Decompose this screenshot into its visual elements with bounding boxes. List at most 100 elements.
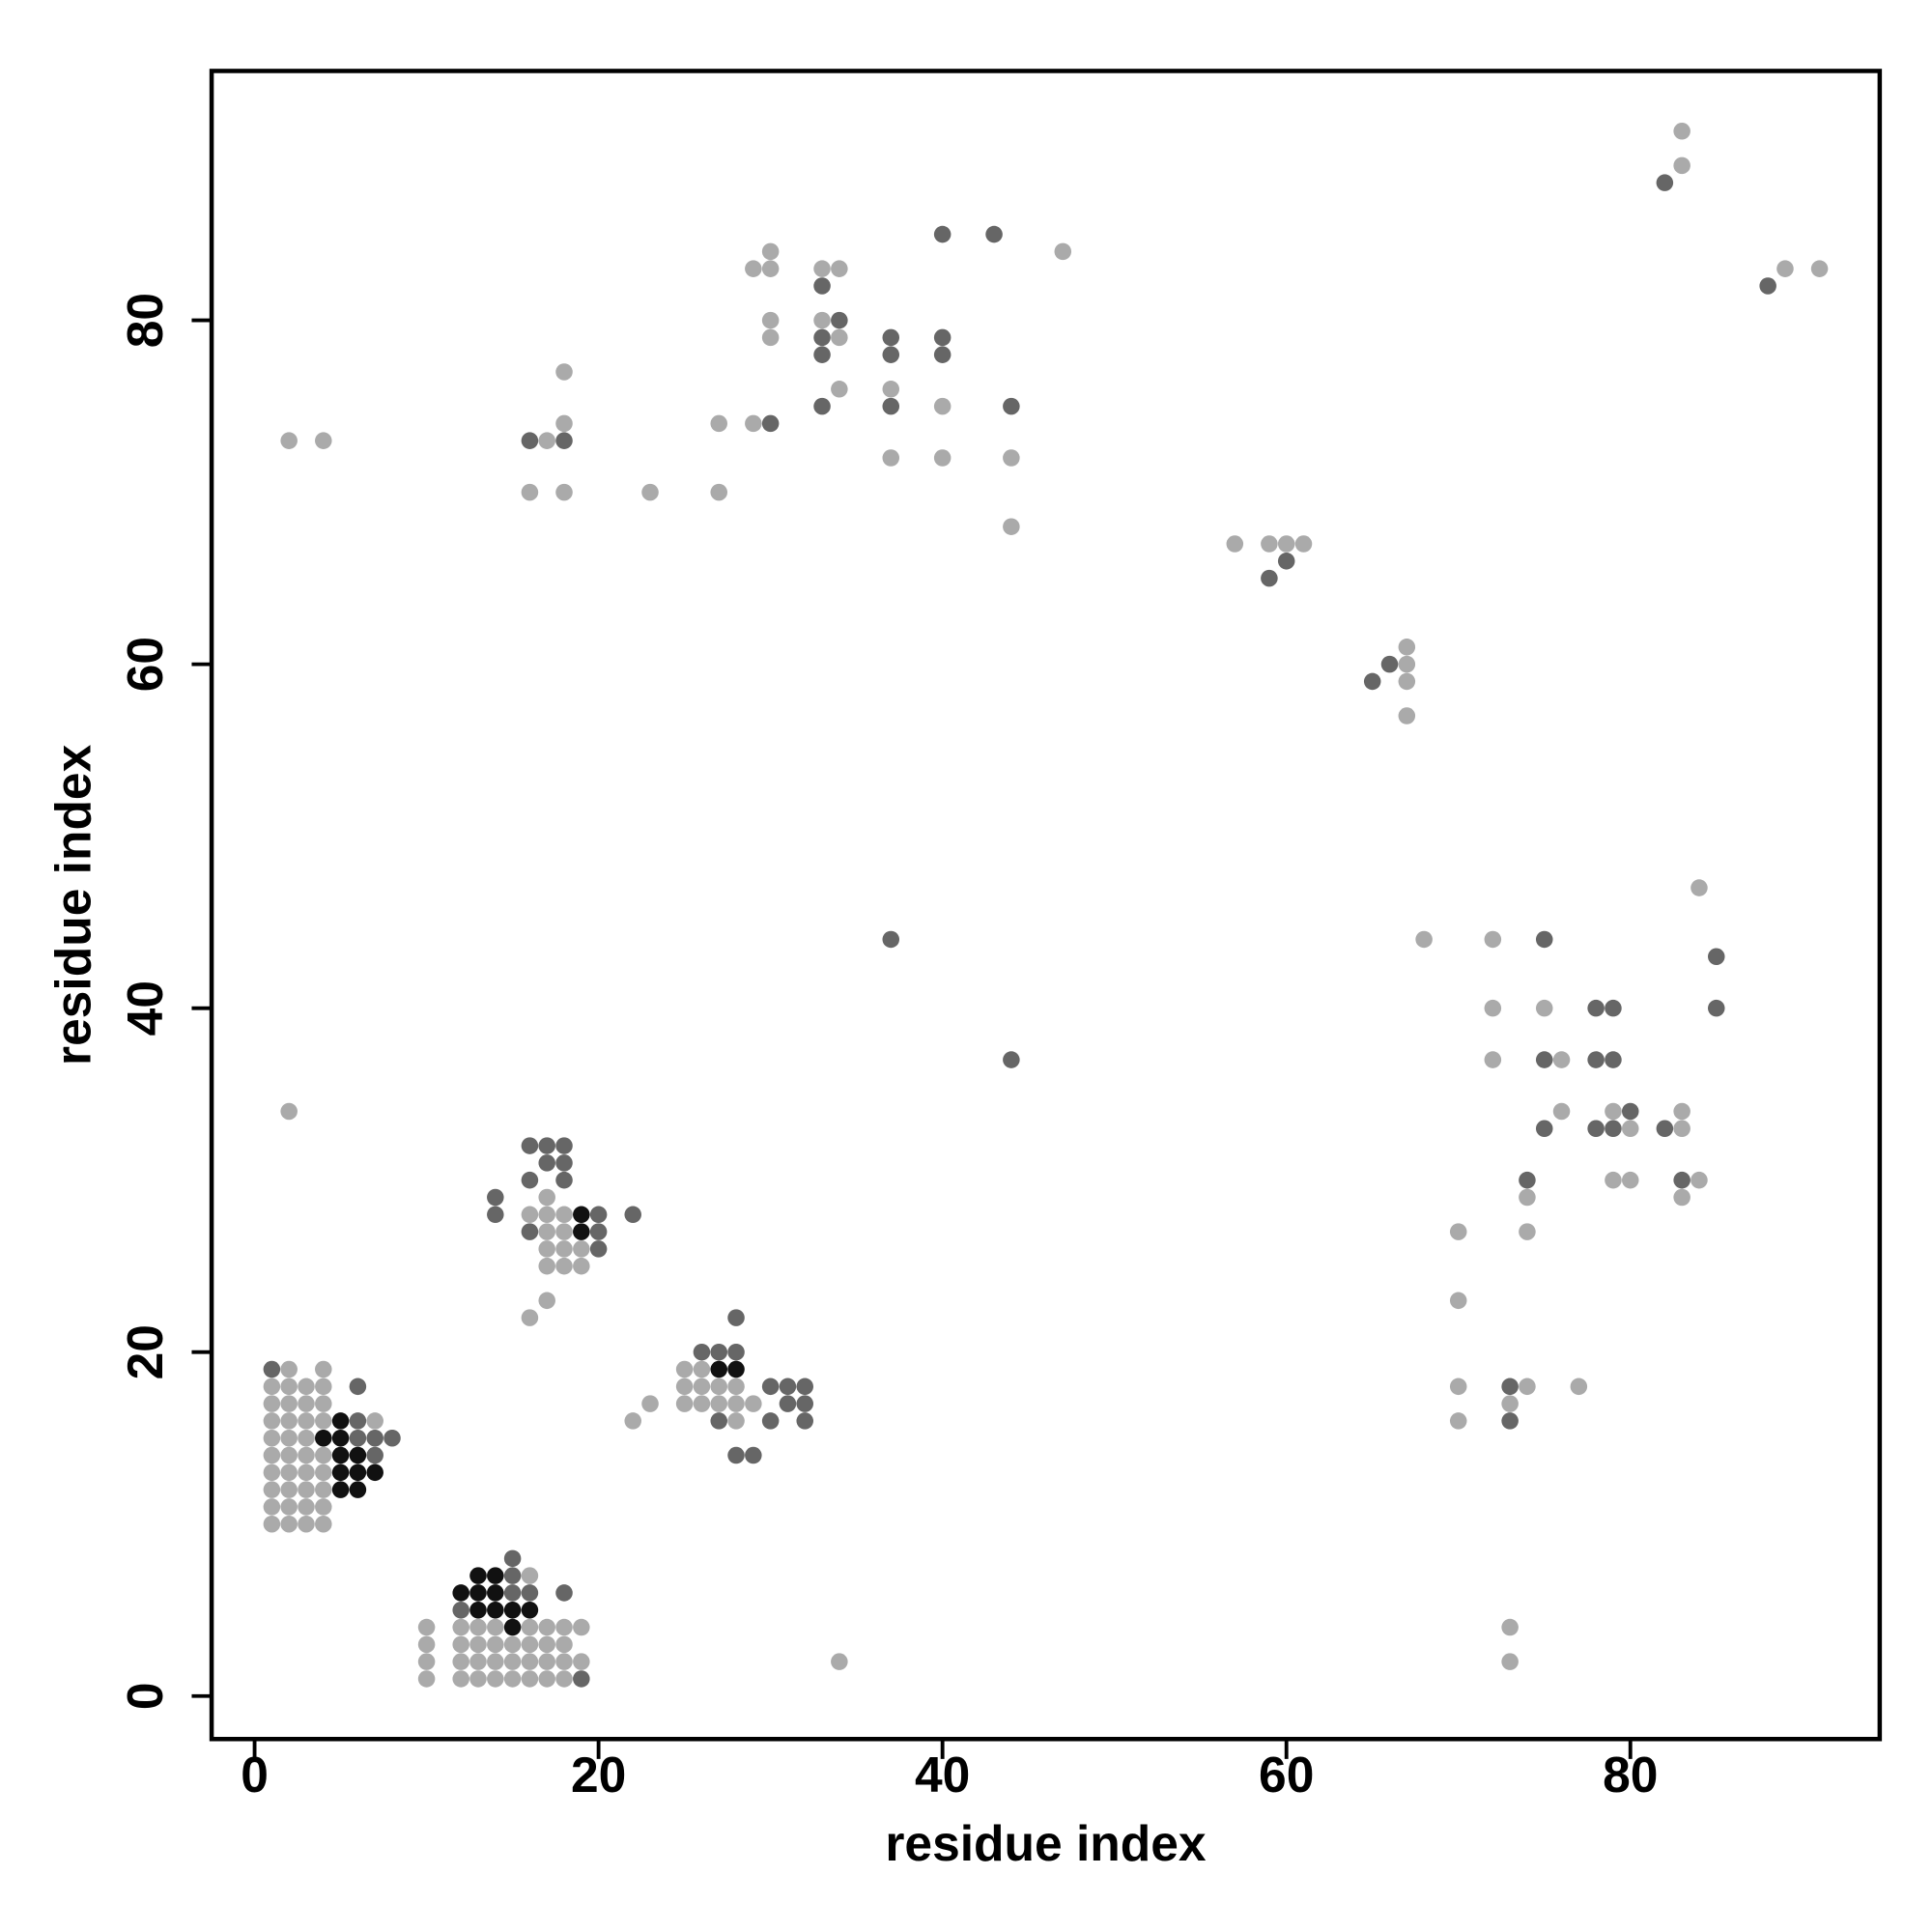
point bbox=[1003, 1051, 1020, 1068]
point bbox=[349, 1412, 367, 1430]
y-tick-label: 60 bbox=[117, 637, 173, 692]
point bbox=[882, 397, 900, 415]
point bbox=[1605, 1051, 1622, 1068]
point bbox=[298, 1463, 315, 1482]
point bbox=[487, 1670, 504, 1688]
point bbox=[503, 1670, 522, 1688]
x-tick-label: 0 bbox=[241, 1747, 269, 1803]
point bbox=[555, 1223, 573, 1240]
point bbox=[417, 1635, 436, 1654]
point bbox=[315, 1498, 332, 1516]
point bbox=[469, 1601, 487, 1619]
point bbox=[538, 1223, 555, 1240]
point bbox=[882, 346, 900, 363]
point bbox=[263, 1395, 281, 1412]
point bbox=[349, 1446, 367, 1464]
point bbox=[693, 1395, 711, 1412]
point bbox=[813, 311, 831, 329]
point bbox=[315, 432, 332, 449]
x-tick-label: 40 bbox=[915, 1747, 970, 1803]
point bbox=[1484, 930, 1502, 949]
point bbox=[263, 1515, 281, 1533]
point bbox=[624, 1412, 641, 1430]
point bbox=[813, 328, 831, 347]
point bbox=[263, 1463, 281, 1482]
point bbox=[555, 1137, 573, 1154]
plot-frame bbox=[209, 69, 1883, 1742]
point bbox=[366, 1446, 384, 1464]
point bbox=[331, 1463, 350, 1482]
point bbox=[521, 1635, 539, 1654]
point bbox=[315, 1395, 332, 1412]
point bbox=[1519, 1378, 1536, 1396]
point bbox=[933, 346, 952, 363]
point bbox=[538, 1154, 555, 1172]
point bbox=[555, 1257, 573, 1275]
point bbox=[1003, 449, 1020, 467]
point bbox=[831, 381, 848, 398]
point bbox=[573, 1670, 590, 1688]
point bbox=[1621, 1171, 1639, 1189]
point bbox=[315, 1429, 332, 1447]
point bbox=[710, 1378, 727, 1396]
point bbox=[280, 1481, 298, 1498]
point bbox=[366, 1429, 384, 1447]
point bbox=[521, 432, 539, 449]
point bbox=[487, 1188, 504, 1207]
point bbox=[366, 1412, 384, 1430]
point bbox=[1605, 999, 1622, 1017]
point bbox=[693, 1360, 711, 1378]
x-tick-label: 80 bbox=[1603, 1747, 1658, 1803]
point bbox=[1673, 1188, 1690, 1207]
point bbox=[315, 1446, 332, 1464]
point bbox=[280, 1429, 298, 1447]
point bbox=[538, 1635, 555, 1654]
point bbox=[573, 1618, 590, 1636]
point bbox=[1519, 1223, 1536, 1240]
point bbox=[1398, 639, 1416, 656]
point bbox=[813, 346, 831, 363]
point bbox=[298, 1498, 315, 1516]
point bbox=[1673, 1120, 1690, 1138]
point bbox=[1277, 535, 1295, 553]
point bbox=[1552, 1051, 1571, 1068]
point bbox=[1707, 999, 1725, 1017]
point bbox=[573, 1223, 590, 1240]
point bbox=[366, 1463, 384, 1482]
point bbox=[298, 1446, 315, 1464]
point bbox=[589, 1240, 608, 1258]
point bbox=[933, 397, 952, 415]
point bbox=[589, 1223, 608, 1240]
point bbox=[349, 1429, 367, 1447]
point bbox=[1690, 1171, 1708, 1189]
point bbox=[555, 1618, 573, 1636]
point bbox=[521, 1670, 539, 1688]
point bbox=[298, 1378, 315, 1396]
point bbox=[263, 1446, 281, 1464]
y-axis-label: residue index bbox=[45, 744, 101, 1065]
point bbox=[710, 1360, 727, 1378]
point bbox=[538, 1257, 555, 1275]
point bbox=[487, 1567, 504, 1584]
point bbox=[727, 1309, 745, 1326]
point bbox=[555, 1635, 573, 1654]
point bbox=[555, 414, 573, 433]
point bbox=[280, 1498, 298, 1516]
point bbox=[1673, 156, 1690, 175]
point bbox=[1621, 1120, 1639, 1138]
point bbox=[933, 449, 952, 467]
point bbox=[624, 1206, 641, 1224]
point bbox=[1226, 535, 1244, 553]
point bbox=[280, 1463, 298, 1482]
point bbox=[263, 1378, 281, 1396]
point bbox=[1501, 1412, 1519, 1430]
y-tick-label: 0 bbox=[117, 1682, 173, 1710]
point bbox=[538, 1206, 555, 1224]
point bbox=[555, 1206, 573, 1224]
point bbox=[745, 414, 762, 433]
point bbox=[1484, 999, 1502, 1017]
point bbox=[1535, 999, 1553, 1017]
point bbox=[452, 1601, 469, 1619]
point bbox=[503, 1618, 522, 1636]
point bbox=[779, 1395, 797, 1412]
